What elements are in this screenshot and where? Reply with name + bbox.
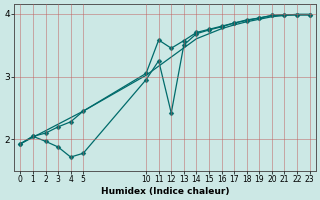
X-axis label: Humidex (Indice chaleur): Humidex (Indice chaleur) [101, 187, 229, 196]
